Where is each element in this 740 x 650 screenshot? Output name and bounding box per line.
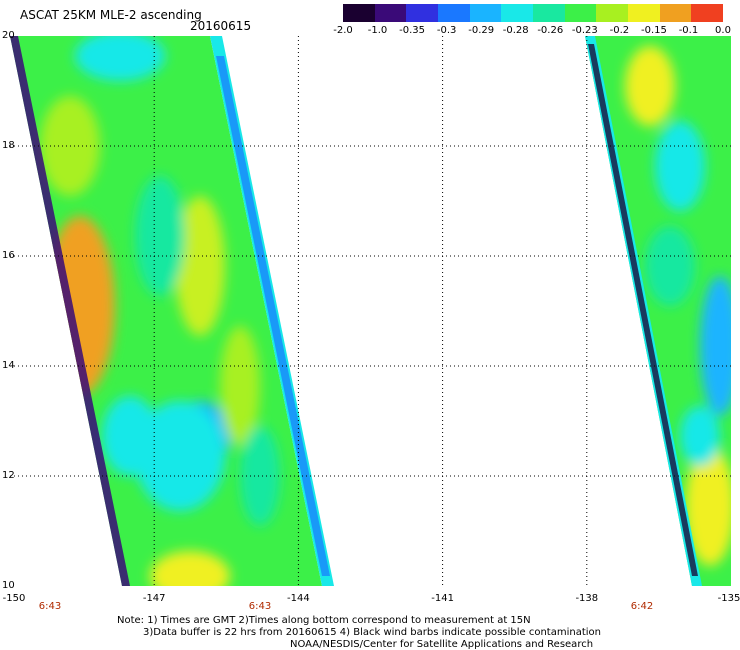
lat-label: 14 <box>2 360 15 371</box>
swath-left <box>10 36 322 586</box>
colorbar-tick-label: -0.15 <box>640 25 667 36</box>
wind-map <box>10 36 731 586</box>
colorbar-swatch <box>533 4 565 22</box>
lat-lon-grid <box>10 36 731 586</box>
lat-label: 16 <box>2 250 15 261</box>
colorbar-swatch <box>438 4 470 22</box>
colorbar-labels: -2.0 -1.0 -0.35 -0.3 -0.29 -0.28 -0.26 -0.23 -0.… <box>333 25 731 39</box>
colorbar-tick-label: 0.0 <box>715 25 731 36</box>
colorbar-swatch <box>406 4 439 22</box>
colorbar-swatch <box>628 4 660 22</box>
colorbar-swatch <box>343 4 375 22</box>
swath-right-edge <box>585 36 702 586</box>
colorbar-tick-label: -0.26 <box>537 25 564 36</box>
colorbar-swatch <box>469 4 502 22</box>
lat-label: 18 <box>2 140 15 151</box>
colorbar-swatch <box>659 4 692 22</box>
colorbar <box>343 4 724 22</box>
chart-title: ASCAT 25KM MLE-2 ascending <box>20 8 202 22</box>
lon-label: -144 <box>287 593 310 604</box>
note-line-3: NOAA/NESDIS/Center for Satellite Applica… <box>290 639 594 650</box>
high-region-yellow <box>625 46 675 126</box>
colorbar-tick-label: -0.28 <box>502 25 529 36</box>
colorbar-tick-label: -2.0 <box>333 25 353 36</box>
lon-label: -141 <box>431 593 454 604</box>
chart-date: 20160615 <box>190 19 252 33</box>
colorbar-tick-label: -1.0 <box>367 25 388 36</box>
colorbar-tick-label: -0.2 <box>609 25 630 36</box>
colorbar-tick-label: -0.29 <box>468 25 495 36</box>
pass-time-label: 6:43 <box>248 601 272 612</box>
lon-label: -150 <box>2 593 26 604</box>
lat-label: 10 <box>2 580 15 591</box>
colorbar-swatch <box>501 4 534 22</box>
colorbar-swatch <box>596 4 629 22</box>
colorbar-tick-label: -0.1 <box>678 25 699 36</box>
colorbar-swatch <box>564 4 597 22</box>
colorbar-swatch <box>691 4 724 22</box>
lon-label: -147 <box>142 593 166 604</box>
pass-time-label: 6:42 <box>630 601 654 612</box>
colorbar-tick-label: -0.23 <box>571 25 598 36</box>
swath-left-edge <box>210 36 334 586</box>
lon-label: -135 <box>717 593 740 604</box>
note-line-2: 3)Data buffer is 22 hrs from 20160615 4)… <box>143 627 601 638</box>
colorbar-tick-label: -0.3 <box>436 25 457 36</box>
colorbar-swatch <box>374 4 407 22</box>
lat-label: 20 <box>2 30 15 41</box>
pass-time-label: 6:43 <box>38 601 62 612</box>
colorbar-tick-label: -0.35 <box>399 25 426 36</box>
lon-label: -138 <box>575 593 599 604</box>
low-region-blue-right <box>700 276 731 416</box>
swath-left-trailing-edge <box>10 36 130 586</box>
swath-right <box>585 36 731 586</box>
lat-label: 12 <box>2 470 15 481</box>
note-line-1: Note: 1) Times are GMT 2)Times along bot… <box>117 615 531 626</box>
